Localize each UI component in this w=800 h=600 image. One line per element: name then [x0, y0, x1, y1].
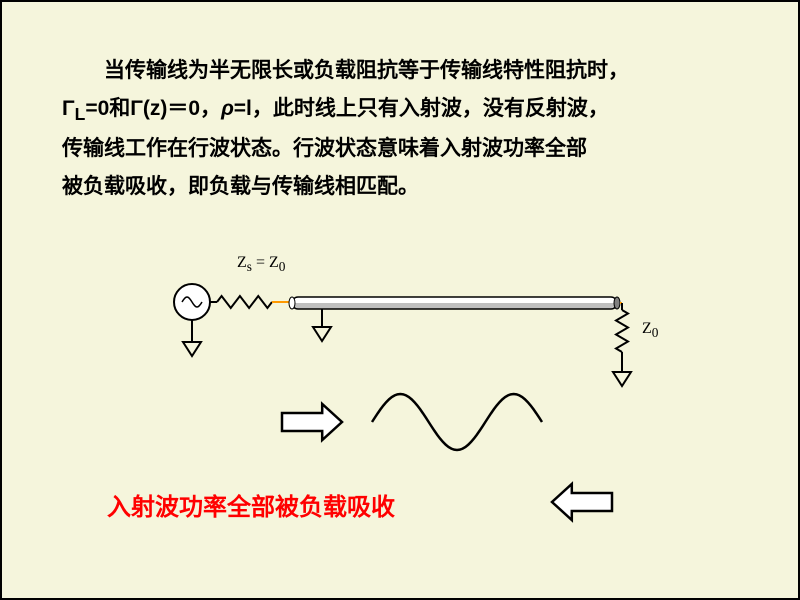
- circuit-diagram: [2, 2, 800, 600]
- slide: 当传输线为半无限长或负载阻抗等于传输线特性阻抗时， ΓL=0和Γ(z)＝0，ρ=…: [0, 0, 800, 600]
